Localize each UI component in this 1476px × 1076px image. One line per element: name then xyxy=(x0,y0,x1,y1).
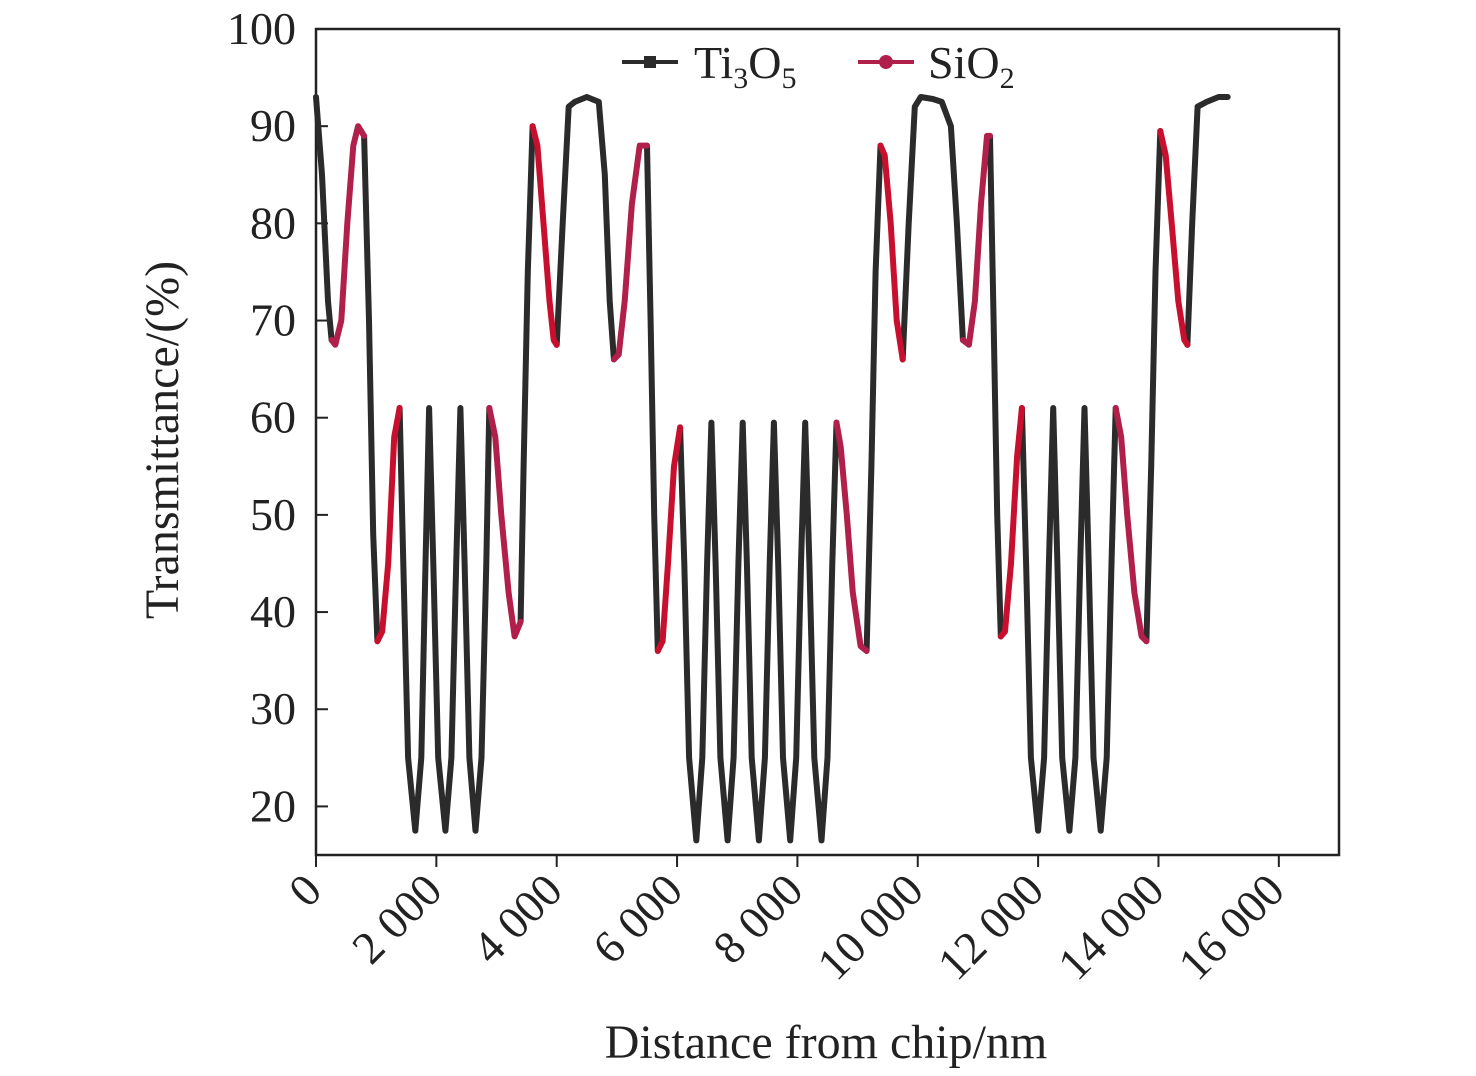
series-sio2 xyxy=(328,123,1191,654)
series-layer xyxy=(313,94,1231,844)
series-line-segment xyxy=(997,405,1025,640)
series-line-segment xyxy=(644,142,661,654)
y-tick-label: 60 xyxy=(250,392,296,443)
x-tick-label: 16 000 xyxy=(1168,864,1294,990)
x-tick-label: 0 xyxy=(279,864,331,916)
axis-ticks xyxy=(315,28,1280,867)
legend-marker-circle xyxy=(879,55,893,69)
series-ti3o5 xyxy=(313,94,1231,844)
series-line-segment xyxy=(877,142,906,363)
y-tick-labels: 20 30 40 50 60 70 80 90 100 xyxy=(227,3,296,831)
series-line-segment xyxy=(396,405,493,834)
series-line-segment xyxy=(1184,94,1231,348)
legend: Ti3O5 SiO2 xyxy=(622,37,1015,95)
series-line-segment xyxy=(677,419,840,844)
series-line-segment xyxy=(1112,405,1150,645)
x-axis-title: Distance from chip/nm xyxy=(605,1016,1048,1069)
y-tick-label: 40 xyxy=(250,586,296,637)
series-line-segment xyxy=(517,123,536,625)
series-line-segment xyxy=(328,123,368,348)
legend-marker-square xyxy=(644,56,656,68)
y-axis-title: Transmittance/(%) xyxy=(136,261,189,619)
series-line-segment xyxy=(374,405,403,645)
legend-label: SiO2 xyxy=(928,37,1015,95)
x-tick-label: 8 000 xyxy=(703,864,812,973)
series-line-segment xyxy=(529,123,560,348)
plot-area xyxy=(314,27,1341,857)
x-tick-label: 12 000 xyxy=(928,864,1054,990)
series-line-segment xyxy=(863,142,884,654)
series-line-segment xyxy=(361,132,381,645)
y-tick-label: 30 xyxy=(250,683,296,734)
x-tick-label: 6 000 xyxy=(583,864,692,973)
y-tick-label: 80 xyxy=(250,197,296,248)
series-line-segment xyxy=(486,405,524,640)
series-line-segment xyxy=(987,132,1004,640)
series-line-segment xyxy=(313,94,335,343)
y-tick-label: 70 xyxy=(250,295,296,346)
series-line-segment xyxy=(610,142,650,363)
x-tick-label: 2 000 xyxy=(342,864,451,973)
series-line-segment xyxy=(959,132,993,348)
series-line-segment xyxy=(1157,128,1191,348)
legend-label: Ti3O5 xyxy=(694,37,797,95)
y-tick-label: 20 xyxy=(250,780,296,831)
y-tick-label: 50 xyxy=(250,489,296,540)
series-line-segment xyxy=(553,94,617,363)
x-tick-label: 10 000 xyxy=(807,864,933,990)
series-line-segment xyxy=(654,424,684,654)
y-tick-label: 90 xyxy=(250,100,296,151)
series-line-segment xyxy=(833,419,870,654)
y-tick-label: 100 xyxy=(227,3,296,54)
x-tick-label: 4 000 xyxy=(463,864,572,973)
series-line-segment xyxy=(1018,405,1119,834)
series-line-segment xyxy=(1143,128,1164,645)
series-line-segment xyxy=(899,94,966,363)
x-tick-label: 14 000 xyxy=(1048,864,1174,990)
